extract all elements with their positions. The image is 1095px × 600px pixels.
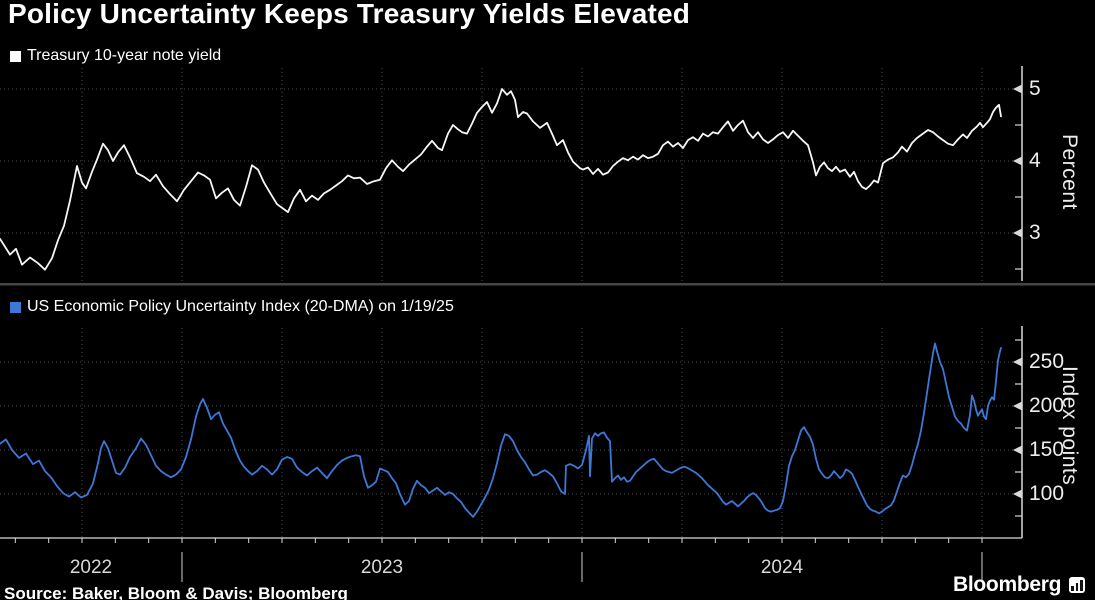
legend-policy-uncertainty: US Economic Policy Uncertainty Index (20…	[10, 298, 454, 316]
bloomberg-terminal-icon	[1069, 577, 1086, 593]
x-tick-label-2022: 2022	[69, 557, 113, 578]
legend-label-uncertainty: US Economic Policy Uncertainty Index (20…	[27, 298, 454, 315]
legend-swatch-white-icon	[10, 50, 21, 62]
y-tick-label-100: 100	[1029, 482, 1065, 505]
legend-label-treasury: Treasury 10-year note yield	[27, 47, 222, 64]
page-title: Policy Uncertainty Keeps Treasury Yields…	[8, 0, 691, 29]
source-attribution: Source: Baker, Bloom & Davis; Bloomberg	[4, 584, 348, 600]
y-tick-label-4: 4	[1029, 149, 1041, 172]
y-tick-label-3: 3	[1029, 221, 1041, 244]
legend-treasury-yield: Treasury 10-year note yield	[10, 47, 221, 65]
x-tick-label-2023: 2023	[360, 557, 404, 578]
legend-swatch-blue-icon	[10, 301, 21, 313]
bloomberg-wordmark: Bloomberg	[953, 573, 1062, 596]
y-tick-label-250: 250	[1029, 350, 1065, 373]
y-tick-label-150: 150	[1029, 438, 1065, 461]
bloomberg-logo: Bloomberg	[953, 573, 1086, 597]
y-tick-label-200: 200	[1029, 394, 1065, 417]
x-tick-label-2024: 2024	[760, 557, 804, 578]
y-tick-label-5: 5	[1029, 77, 1041, 100]
y-axis-title-index-points: Index points	[1058, 366, 1081, 486]
y-axis-title-percent: Percent	[1058, 134, 1081, 210]
